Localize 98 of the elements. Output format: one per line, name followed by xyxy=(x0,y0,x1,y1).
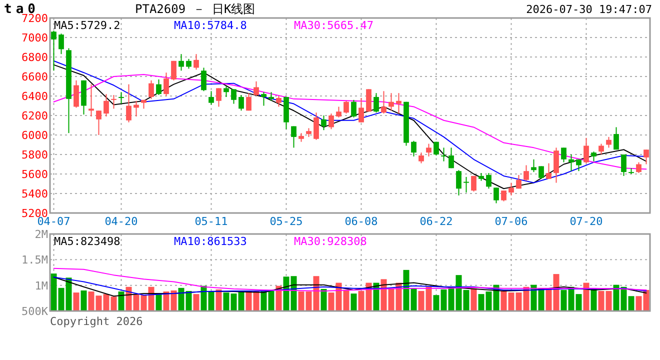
candlestick xyxy=(314,112,319,140)
candlestick xyxy=(231,88,236,104)
candlestick xyxy=(58,33,64,55)
candlestick xyxy=(171,60,176,81)
candlestick xyxy=(366,88,372,112)
candlestick xyxy=(598,143,604,155)
candlestick xyxy=(194,54,199,70)
candlestick xyxy=(156,78,162,96)
y-tick-label: 1.5M xyxy=(22,254,48,267)
candlestick xyxy=(208,90,214,106)
y-tick-label: 1M xyxy=(34,279,48,292)
y-tick-label: 500K xyxy=(22,305,48,318)
x-tick-label: 06-22 xyxy=(420,215,453,228)
x-tick-label: 06-08 xyxy=(344,215,378,228)
candlestick xyxy=(584,137,589,164)
candlestick xyxy=(178,54,184,72)
y-tick-label: 5600 xyxy=(22,168,48,181)
line-series xyxy=(53,268,647,292)
y-tick-label: 6600 xyxy=(22,70,48,84)
candlestick xyxy=(418,152,424,164)
candlestick xyxy=(381,90,386,114)
candlestick xyxy=(328,113,334,130)
candlestick xyxy=(396,92,402,114)
candlestick xyxy=(238,94,244,112)
candlestick xyxy=(164,72,169,96)
text: MA30:5665.47 xyxy=(294,19,374,32)
text: MA30:928308 xyxy=(294,235,367,248)
candlestick xyxy=(118,92,124,104)
candlestick xyxy=(351,99,356,118)
candlestick xyxy=(644,149,649,165)
x-tick-label: 07-06 xyxy=(494,215,528,228)
candlestick xyxy=(524,164,529,182)
candlestick xyxy=(606,136,612,148)
candlestick xyxy=(434,141,439,156)
candlestick xyxy=(111,94,116,110)
candlestick xyxy=(201,67,206,92)
candlestick xyxy=(464,176,469,194)
candlestick xyxy=(246,92,252,112)
candlestick xyxy=(104,94,109,117)
candlestick xyxy=(261,92,266,106)
text: 2026-07-30 19:47:07 xyxy=(526,3,652,16)
candlestick xyxy=(591,151,596,162)
y-tick-label: 5400 xyxy=(22,188,48,200)
candlestick xyxy=(568,154,574,172)
candlestick xyxy=(291,126,296,148)
candlestick xyxy=(374,92,379,114)
x-tick-label: 04-20 xyxy=(104,215,138,228)
text: MA10:5784.8 xyxy=(174,19,247,32)
candlestick xyxy=(186,58,192,70)
x-tick-label: 05-11 xyxy=(194,215,228,228)
candlestick xyxy=(51,30,56,72)
candlestick xyxy=(254,80,259,96)
candlestick xyxy=(74,80,79,108)
candlestick xyxy=(388,92,394,112)
candlestick xyxy=(344,100,349,114)
y-tick-label: 2M xyxy=(34,228,48,241)
x-tick-label: 05-25 xyxy=(270,215,303,228)
text: Copyright 2026 xyxy=(50,315,143,328)
candlestick xyxy=(224,86,229,98)
candlestick xyxy=(456,170,462,196)
text: MA5:823498 xyxy=(54,235,120,248)
candlestick xyxy=(531,158,536,173)
x-tick-label: 07-20 xyxy=(570,215,603,228)
candlestick xyxy=(614,126,619,150)
candlestick xyxy=(486,172,492,190)
candlestick xyxy=(88,84,94,117)
candlestick xyxy=(554,147,559,184)
y-tick-label: 6000 xyxy=(22,129,48,142)
candlestick xyxy=(441,147,446,162)
candlestick xyxy=(276,96,282,108)
candlestick xyxy=(471,175,476,192)
candlestick xyxy=(358,97,364,123)
text: MA5:5729.2 xyxy=(54,19,120,32)
text: MA10:861533 xyxy=(174,235,247,248)
y-tick-label: 5800 xyxy=(22,148,48,162)
candlestick xyxy=(411,140,416,157)
candlestick xyxy=(621,154,626,176)
candlestick xyxy=(538,166,544,180)
candlestick xyxy=(426,143,432,157)
candlestick xyxy=(546,162,552,180)
candlestick xyxy=(516,174,522,190)
y-tick-label: 6400 xyxy=(22,90,48,103)
y-tick-label: 6800 xyxy=(22,51,48,64)
candlestick xyxy=(321,115,326,131)
candlestick xyxy=(96,110,102,136)
candlestick xyxy=(636,162,642,174)
chart-title: PTA2609 － 日K线图 xyxy=(135,2,256,16)
candlestick xyxy=(561,147,566,163)
candlestick xyxy=(336,106,342,118)
candlestick xyxy=(448,147,454,169)
y-tick-label: 7000 xyxy=(22,32,48,44)
candlestick xyxy=(501,190,506,202)
y-tick-label: 6200 xyxy=(22,110,48,122)
candlestick xyxy=(494,187,499,204)
candlestick xyxy=(126,84,132,123)
candlestick xyxy=(508,182,514,196)
candlestick xyxy=(216,88,222,108)
candlestick xyxy=(148,80,154,100)
